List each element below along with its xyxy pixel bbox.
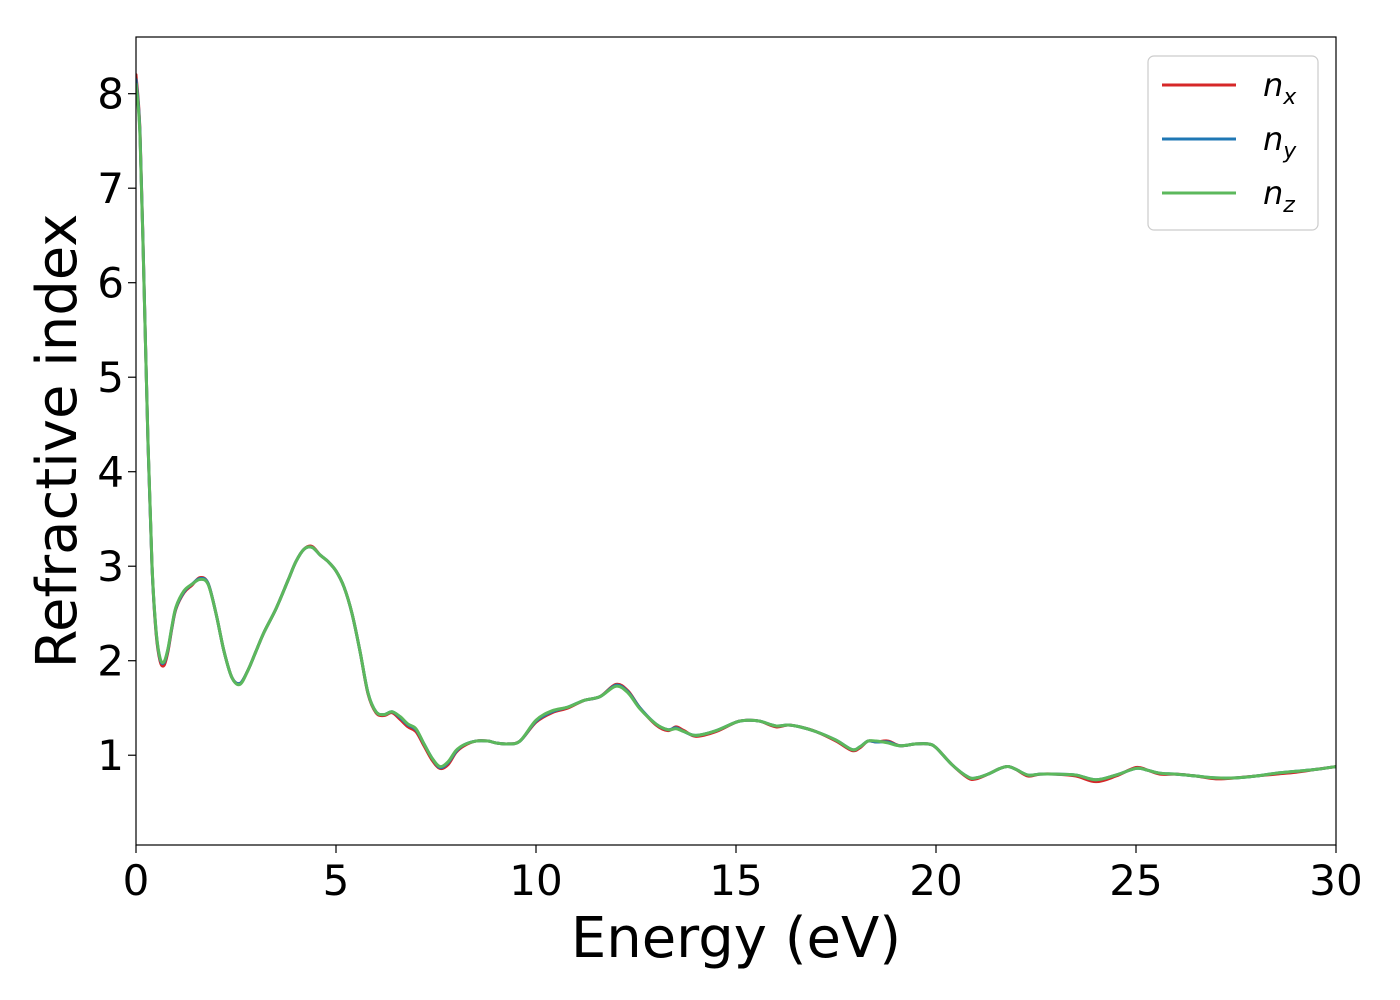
y-axis-label: Refractive index (25, 214, 90, 669)
y-tick-label: 4 (97, 448, 124, 497)
y-axis: 1 2 3 4 5 6 7 8 (97, 70, 136, 780)
x-axis: 0 5 10 15 20 25 30 (123, 845, 1363, 905)
series-layer (136, 73, 1336, 784)
x-tick-label: 0 (123, 856, 150, 905)
series-line-nz (136, 82, 1336, 782)
legend-box (1147, 55, 1319, 231)
legend-label-subscript: z (1282, 193, 1295, 218)
x-tick-label: 10 (509, 856, 562, 905)
y-tick-label: 5 (97, 353, 124, 402)
legend-label-ny: ny (1263, 120, 1297, 164)
legend-label-subscript: y (1282, 139, 1297, 164)
x-tick-label: 25 (1109, 856, 1162, 905)
x-tick-label: 30 (1309, 856, 1362, 905)
y-tick-label: 7 (97, 164, 124, 213)
legend-label-subscript: x (1282, 85, 1297, 110)
x-tick-label: 5 (323, 856, 350, 905)
y-tick-label: 1 (97, 731, 124, 780)
y-tick-label: 6 (97, 259, 124, 308)
legend-label-nz: nz (1263, 174, 1295, 218)
y-tick-label: 2 (97, 637, 124, 686)
y-tick-label: 8 (97, 70, 124, 119)
legend-label-base: n (1263, 120, 1283, 158)
y-tick-label: 3 (97, 542, 124, 591)
x-axis-label: Energy (eV) (571, 906, 901, 971)
x-tick-label: 20 (909, 856, 962, 905)
legend-label-base: n (1263, 174, 1283, 212)
legend-label-base: n (1263, 66, 1283, 104)
legend-label-nx: nx (1263, 66, 1297, 110)
x-tick-label: 15 (709, 856, 762, 905)
